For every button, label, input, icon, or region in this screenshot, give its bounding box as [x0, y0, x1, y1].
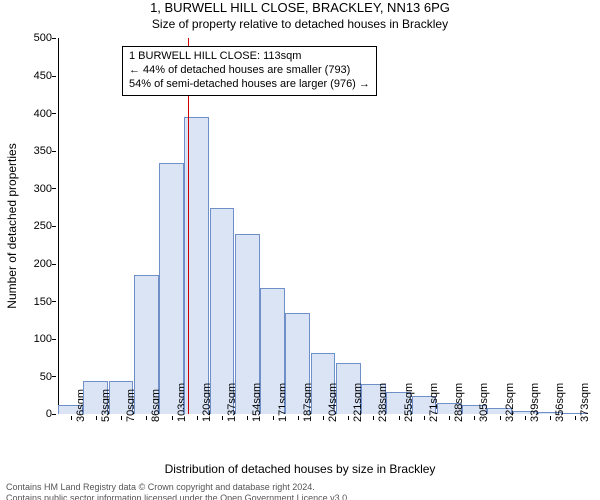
y-tick-label: 350 — [22, 145, 52, 157]
x-tick — [247, 416, 248, 420]
page-subtitle: Size of property relative to detached ho… — [0, 17, 600, 33]
x-tick — [348, 416, 349, 420]
x-tick — [172, 416, 173, 420]
y-tick — [52, 376, 56, 377]
y-tick — [52, 76, 56, 77]
y-axis-line — [58, 38, 59, 414]
x-tick — [298, 416, 299, 420]
x-tick — [449, 416, 450, 420]
x-axis-label: Distribution of detached houses by size … — [0, 462, 600, 476]
x-tick — [273, 416, 274, 420]
y-tick — [52, 301, 56, 302]
y-tick-label: 400 — [22, 108, 52, 120]
x-tick — [500, 416, 501, 420]
chart-area: Number of detached properties 0501001502… — [58, 38, 588, 414]
x-tick — [575, 416, 576, 420]
y-tick — [52, 264, 56, 265]
page-title: 1, BURWELL HILL CLOSE, BRACKLEY, NN13 6P… — [0, 0, 600, 17]
y-axis-label: Number of detached properties — [5, 144, 19, 309]
x-tick — [96, 416, 97, 420]
y-tick-label: 100 — [22, 333, 52, 345]
y-tick-label: 200 — [22, 258, 52, 270]
histogram-bar — [159, 163, 184, 415]
footer-line-1: Contains HM Land Registry data © Crown c… — [6, 482, 600, 493]
y-tick — [52, 414, 56, 415]
y-tick — [52, 113, 56, 114]
x-tick — [71, 416, 72, 420]
y-tick-label: 50 — [22, 371, 52, 383]
annotation-box: 1 BURWELL HILL CLOSE: 113sqm← 44% of det… — [122, 46, 377, 95]
x-tick — [525, 416, 526, 420]
y-tick-label: 250 — [22, 220, 52, 232]
x-tick — [399, 416, 400, 420]
y-tick-label: 300 — [22, 183, 52, 195]
x-tick — [474, 416, 475, 420]
y-tick — [52, 339, 56, 340]
x-tick — [197, 416, 198, 420]
x-tick — [222, 416, 223, 420]
y-tick — [52, 188, 56, 189]
annotation-line-1: 1 BURWELL HILL CLOSE: 113sqm — [129, 50, 370, 64]
y-tick-label: 500 — [22, 32, 52, 44]
x-tick — [121, 416, 122, 420]
footer-attribution: Contains HM Land Registry data © Crown c… — [6, 482, 600, 500]
annotation-line-3: 54% of semi-detached houses are larger (… — [129, 78, 370, 92]
y-tick-label: 450 — [22, 70, 52, 82]
x-tick — [373, 416, 374, 420]
x-tick — [424, 416, 425, 420]
x-tick — [146, 416, 147, 420]
y-tick — [52, 226, 56, 227]
footer-line-2: Contains public sector information licen… — [6, 493, 600, 500]
x-tick — [550, 416, 551, 420]
annotation-line-2: ← 44% of detached houses are smaller (79… — [129, 64, 370, 78]
y-tick — [52, 151, 56, 152]
y-tick-label: 150 — [22, 296, 52, 308]
y-tick — [52, 38, 56, 39]
y-tick-label: 0 — [22, 408, 52, 420]
plot-region: 05010015020025030035040045050036sqm53sqm… — [58, 38, 588, 414]
x-tick — [323, 416, 324, 420]
